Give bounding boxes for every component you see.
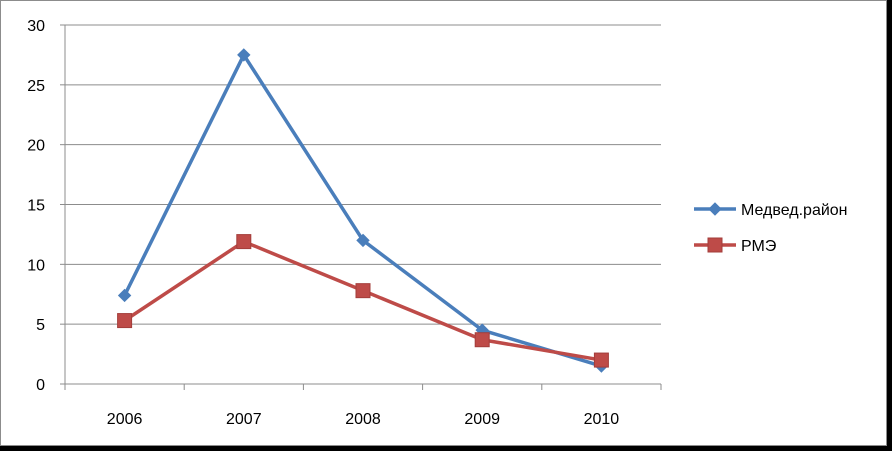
legend-label: Медвед.район (741, 202, 848, 219)
axes: 0 5 10 15 20 25 30 2006 2007 2008 2009 2010 (27, 18, 662, 428)
gridlines (65, 24, 661, 325)
x-tick-label: 2006 (107, 411, 143, 428)
legend-label: РМЭ (741, 238, 776, 255)
data-point (355, 283, 371, 299)
y-tick-label: 0 (36, 377, 45, 394)
series-2 (117, 234, 609, 368)
data-point (236, 234, 252, 250)
x-tick-label: 2008 (345, 411, 381, 428)
legend: Медвед.район РМЭ (694, 202, 848, 255)
legend-item-1: Медвед.район (694, 202, 848, 219)
data-point (356, 233, 370, 248)
series (117, 48, 609, 373)
legend-swatch-marker (708, 202, 722, 216)
y-tick-label: 5 (36, 317, 45, 334)
x-tick-label: 2010 (584, 411, 620, 428)
y-tick-label: 15 (27, 198, 45, 215)
series-line (123, 53, 602, 368)
data-point (117, 288, 132, 303)
y-tick-label: 20 (27, 138, 45, 155)
x-tick-label: 2007 (226, 411, 262, 428)
data-point (117, 313, 133, 329)
series-line (123, 239, 602, 362)
data-point (593, 352, 609, 368)
legend-swatch-marker (707, 237, 723, 253)
y-tick-label: 25 (27, 78, 45, 95)
y-tick-label: 30 (27, 18, 45, 35)
legend-item-2: РМЭ (694, 237, 776, 255)
y-tick-label: 10 (27, 257, 45, 274)
x-tick-label: 2009 (464, 411, 500, 428)
series-1 (117, 48, 609, 373)
data-point (237, 48, 251, 62)
data-point (474, 332, 490, 348)
